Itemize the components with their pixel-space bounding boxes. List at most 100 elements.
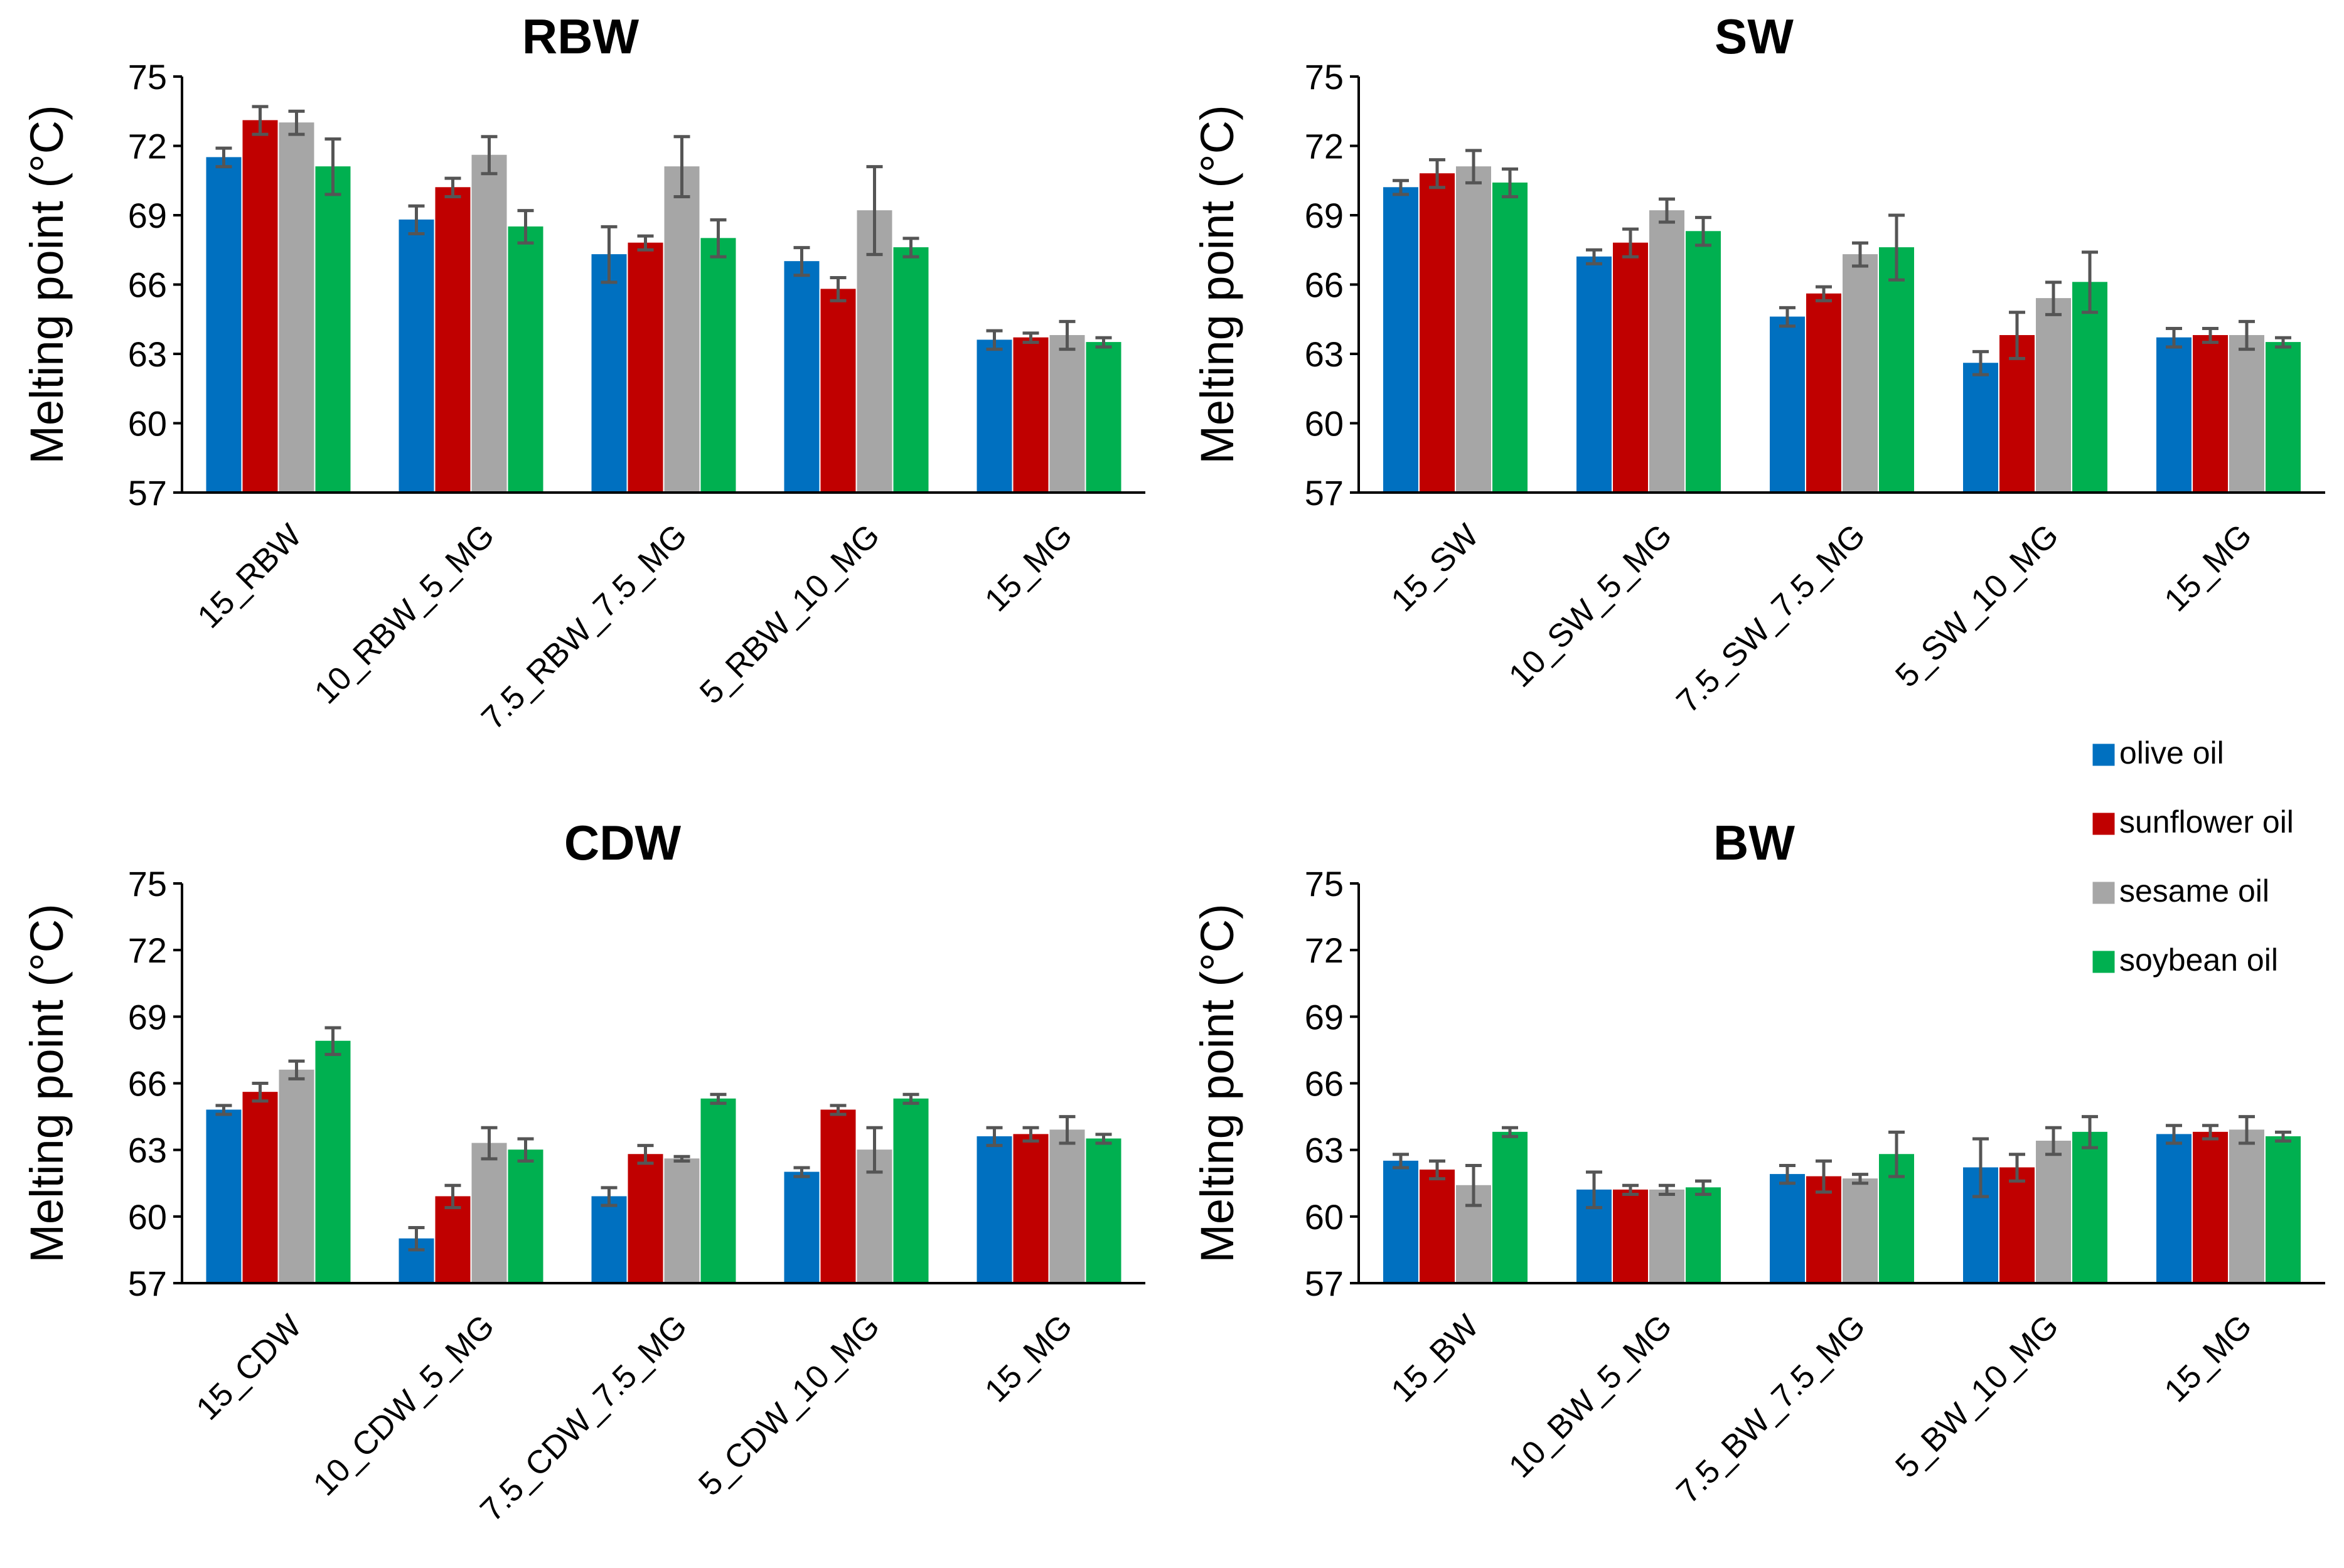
bar-sunflower-oil-15-mg xyxy=(2193,1131,2228,1284)
bar-sesame-oil-15-mg xyxy=(2229,1129,2264,1284)
bar-sunflower-oil-10-cdw-5-mg xyxy=(435,1196,471,1284)
bar-sesame-oil-7-5-cdw-7-5-mg xyxy=(664,1158,700,1284)
bar-sesame-oil-15-rbw xyxy=(279,122,314,493)
x-tick-label-7-5-bw-7-5-mg: 7.5_BW_7.5_MG xyxy=(1669,1308,1872,1510)
y-tick-label: 66 xyxy=(1305,1064,1344,1104)
bar-sesame-oil-7-5-sw-7-5-mg xyxy=(1843,254,1878,493)
y-tick-label: 72 xyxy=(1305,127,1344,166)
bar-sesame-oil-10-rbw-5-mg xyxy=(471,154,507,493)
bar-sunflower-oil-15-mg xyxy=(1013,337,1049,493)
bar-sesame-oil-10-sw-5-mg xyxy=(1649,210,1684,493)
y-tick-label: 60 xyxy=(1305,404,1344,444)
bar-sunflower-oil-15-mg xyxy=(2193,335,2228,493)
bar-soybean-oil-7-5-cdw-7-5-mg xyxy=(700,1098,736,1284)
legend-label: soybean oil xyxy=(2119,942,2278,978)
bar-soybean-oil-5-cdw-10-mg xyxy=(893,1098,929,1284)
y-tick-label: 69 xyxy=(1305,196,1344,235)
y-tick-label: 63 xyxy=(1305,334,1344,374)
bar-soybean-oil-5-rbw-10-mg xyxy=(893,247,929,493)
bar-sunflower-oil-15-cdw xyxy=(242,1092,278,1284)
x-tick-label-10-bw-5-mg: 10_BW_5_MG xyxy=(1502,1308,1679,1485)
x-tick-label-15-rbw: 15_RBW xyxy=(191,517,309,635)
y-tick-label: 69 xyxy=(1305,997,1344,1037)
bar-soybean-oil-15-bw xyxy=(1492,1131,1528,1284)
x-tick-label-7-5-cdw-7-5-mg: 7.5_CDW_7.5_MG xyxy=(473,1308,694,1528)
bar-sesame-oil-15-cdw xyxy=(279,1069,314,1284)
bar-olive-oil-7-5-sw-7-5-mg xyxy=(1770,316,1805,493)
bar-soybean-oil-7-5-sw-7-5-mg xyxy=(1879,247,1914,493)
bar-sesame-oil-5-bw-10-mg xyxy=(2036,1141,2071,1284)
legend-item-soybean-oil: soybean oil xyxy=(2092,942,2278,978)
x-tick-label-15-cdw: 15_CDW xyxy=(190,1308,309,1427)
legend: olive oil sunflower oil sesame oil soybean … xyxy=(2092,735,2294,978)
y-tick-label: 69 xyxy=(128,196,167,235)
legend-label: olive oil xyxy=(2119,735,2224,771)
y-tick-label: 57 xyxy=(1305,473,1344,513)
y-tick-label: 63 xyxy=(128,334,167,374)
y-tick-label: 66 xyxy=(128,265,167,305)
bar-sesame-oil-15-mg xyxy=(1049,1129,1085,1284)
bar-sesame-oil-15-mg xyxy=(1049,335,1085,493)
legend-swatch xyxy=(2092,744,2115,766)
bar-olive-oil-5-sw-10-mg xyxy=(1963,363,1998,493)
chart-cdw: CDW Melting point (°C) 57 60 63 66 69 72 75 15_CD… xyxy=(21,815,1145,1528)
x-tick-label-5-rbw-10-mg: 5_RBW_10_MG xyxy=(693,517,887,711)
bar-olive-oil-15-bw xyxy=(1383,1160,1418,1284)
bar-olive-oil-15-cdw xyxy=(206,1109,242,1284)
chart-title: RBW xyxy=(522,9,640,64)
bar-olive-oil-10-rbw-5-mg xyxy=(399,219,434,493)
x-tick-label-5-sw-10-mg: 5_SW_10_MG xyxy=(1888,517,2065,694)
bar-sunflower-oil-5-rbw-10-mg xyxy=(820,289,856,493)
bar-soybean-oil-10-rbw-5-mg xyxy=(508,226,543,493)
x-tick-label-15-mg: 15_MG xyxy=(2158,517,2259,619)
chart-title: BW xyxy=(1713,815,1795,870)
y-tick-label: 60 xyxy=(128,1197,167,1237)
bar-sesame-oil-7-5-bw-7-5-mg xyxy=(1843,1178,1878,1284)
y-tick-label: 57 xyxy=(1305,1264,1344,1303)
bar-sesame-oil-5-sw-10-mg xyxy=(2036,298,2071,493)
y-tick-label: 72 xyxy=(128,127,167,166)
y-tick-label: 66 xyxy=(128,1064,167,1104)
y-axis-label: Melting point (°C) xyxy=(21,904,73,1262)
x-tick-label-10-sw-5-mg: 10_SW_5_MG xyxy=(1502,517,1679,694)
bar-sesame-oil-10-cdw-5-mg xyxy=(471,1143,507,1284)
bar-olive-oil-5-cdw-10-mg xyxy=(784,1171,820,1284)
bar-sunflower-oil-15-mg xyxy=(1013,1134,1049,1284)
legend-item-sesame-oil: sesame oil xyxy=(2092,873,2269,909)
bar-sesame-oil-7-5-rbw-7-5-mg xyxy=(664,166,700,493)
bar-sunflower-oil-7-5-sw-7-5-mg xyxy=(1806,293,1841,493)
bar-olive-oil-15-rbw xyxy=(206,157,242,493)
bar-sunflower-oil-7-5-bw-7-5-mg xyxy=(1806,1176,1841,1284)
bar-soybean-oil-15-mg xyxy=(1086,342,1121,493)
x-tick-label-15-sw: 15_SW xyxy=(1384,517,1486,619)
y-tick-label: 60 xyxy=(1305,1197,1344,1237)
bar-sunflower-oil-10-rbw-5-mg xyxy=(435,187,471,493)
bar-olive-oil-15-mg xyxy=(2156,1134,2191,1284)
bar-soybean-oil-10-bw-5-mg xyxy=(1686,1187,1721,1284)
y-tick-label: 72 xyxy=(128,931,167,970)
bar-sunflower-oil-5-cdw-10-mg xyxy=(820,1109,856,1284)
bar-olive-oil-15-sw xyxy=(1383,187,1418,493)
bar-olive-oil-5-rbw-10-mg xyxy=(784,261,820,493)
bar-olive-oil-15-mg xyxy=(977,339,1012,493)
y-axis-label: Melting point (°C) xyxy=(1191,904,1243,1262)
bar-sunflower-oil-15-sw xyxy=(1420,173,1455,493)
bar-sunflower-oil-15-bw xyxy=(1420,1170,1455,1284)
bar-sesame-oil-15-mg xyxy=(2229,335,2264,493)
bar-sesame-oil-5-rbw-10-mg xyxy=(857,210,892,493)
bar-soybean-oil-15-mg xyxy=(2266,342,2301,493)
bar-olive-oil-7-5-rbw-7-5-mg xyxy=(591,254,627,493)
bar-olive-oil-10-sw-5-mg xyxy=(1576,256,1612,493)
y-tick-label: 72 xyxy=(1305,931,1344,970)
bar-sunflower-oil-10-bw-5-mg xyxy=(1613,1189,1648,1284)
bar-soybean-oil-15-rbw xyxy=(315,166,351,493)
chart-title: CDW xyxy=(564,815,682,870)
chart-title: SW xyxy=(1715,9,1794,64)
y-tick-label: 75 xyxy=(1305,864,1344,904)
y-tick-label: 60 xyxy=(128,404,167,444)
legend-swatch xyxy=(2092,951,2115,973)
bar-soybean-oil-10-sw-5-mg xyxy=(1686,231,1721,493)
bar-sunflower-oil-5-bw-10-mg xyxy=(1999,1167,2035,1284)
